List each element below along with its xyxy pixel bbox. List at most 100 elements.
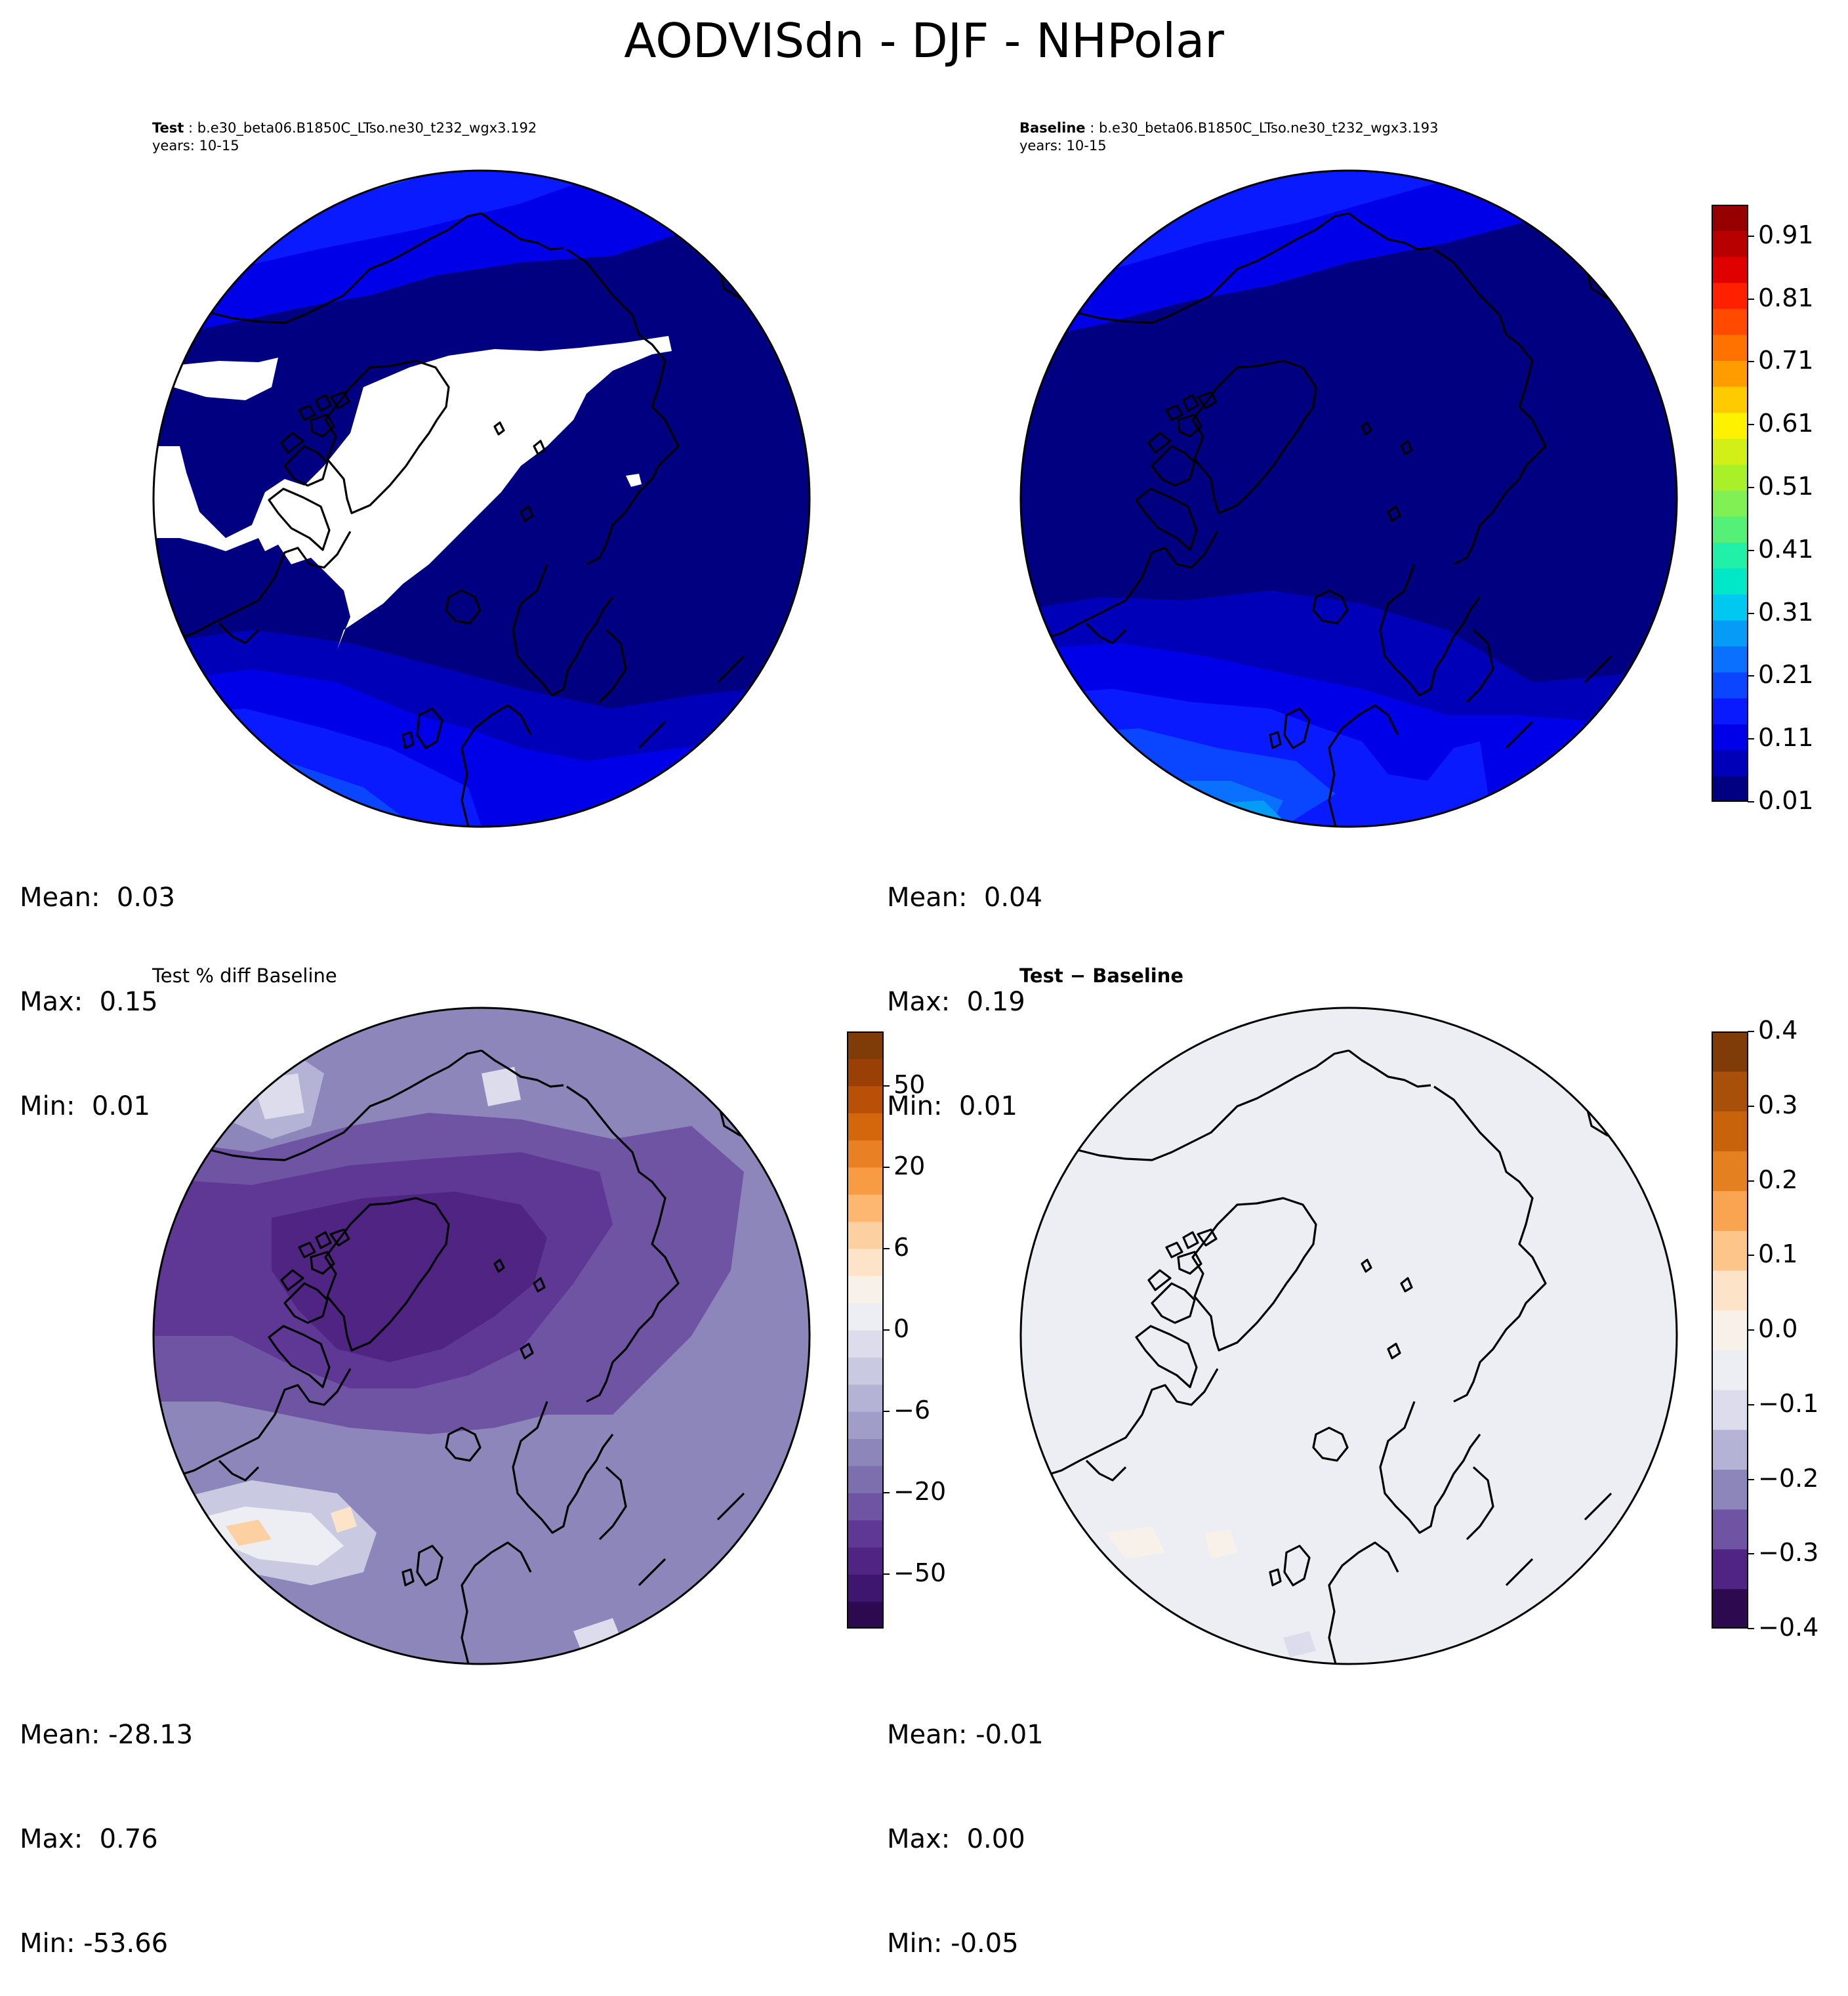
baseline-mean: Mean: 0.04 (887, 883, 1042, 913)
colorbar-tick-label: −0.2 (1758, 1463, 1819, 1493)
diff-mean: Mean: -0.01 (887, 1720, 1044, 1750)
colorbar-tick-label: 0.31 (1758, 597, 1814, 627)
colorbar-segment (1712, 412, 1748, 439)
colorbar-segment (1712, 1071, 1748, 1112)
diff-max: Max: 0.00 (887, 1824, 1025, 1854)
colorbar-tick-label: 0.71 (1758, 346, 1814, 375)
colorbar-segment (1712, 620, 1748, 647)
colorbar-tick-mark (1748, 487, 1754, 489)
test-mean: Mean: 0.03 (20, 883, 175, 913)
field-band (482, 1067, 521, 1106)
colorbar-segment (848, 1031, 883, 1059)
colorbar-segment (848, 1058, 883, 1087)
colorbar-segment (1712, 1509, 1748, 1550)
colorbar-segment (1712, 1151, 1748, 1192)
colorbar-segment (1712, 1230, 1748, 1271)
colorbar-segment (1712, 1190, 1748, 1231)
colorbar-tick-mark (1748, 1031, 1754, 1032)
colorbar-tick-mark (1748, 235, 1754, 237)
colorbar-tick-label: 0.2 (1758, 1165, 1798, 1194)
colorbar-tick-mark (883, 1573, 890, 1575)
colorbar-segment (1712, 1310, 1748, 1350)
colorbar-tick-label: −20 (893, 1477, 947, 1507)
colorbar-segment (848, 1520, 883, 1548)
colorbar-tick-mark (883, 1085, 890, 1087)
baseline-label: Baseline (1019, 120, 1086, 136)
missing-data-region (154, 358, 278, 400)
colorbar-segment (848, 1194, 883, 1222)
figure-title: AODVISdn - DJF - NHPolar (624, 13, 1224, 68)
colorbar-tick-label: 0.51 (1758, 472, 1814, 501)
colorbar-segment (848, 1248, 883, 1276)
colorbar-tick-label: 0.3 (1758, 1090, 1798, 1119)
colorbar-segment (1712, 205, 1748, 232)
colorbar-segment (1712, 282, 1748, 309)
map-boundary (1019, 1007, 1678, 1665)
colorbar-tick-mark (883, 1492, 890, 1494)
colorbar-tick-mark (1748, 1105, 1754, 1107)
colorbar-segment (848, 1276, 883, 1304)
colorbar-segment (1712, 1549, 1748, 1589)
colorbar-segment (1712, 542, 1748, 569)
baseline-years: years: 10-15 (1019, 138, 1107, 154)
colorbar-tick-mark (1748, 1478, 1754, 1480)
pctdiff-stats: Mean: -28.13 Max: 0.76 Min: -53.66 (20, 1648, 193, 1996)
colorbar-tick-label: −0.3 (1758, 1538, 1819, 1568)
field-band (1283, 1631, 1316, 1657)
colorbar-tick-label: 0.81 (1758, 283, 1814, 312)
colorbar-segment (1712, 1350, 1748, 1390)
colorbar-segment (1712, 1390, 1748, 1430)
colorbar-segment (1712, 464, 1748, 491)
baseline-panel-title: Baseline : b.e30_beta06.B1850C_LTso.ne30… (1019, 119, 1438, 155)
colorbar-segment (848, 1330, 883, 1358)
pctdiff-min: Min: -53.66 (20, 1928, 169, 1959)
colorbar-tick-label: 0.1 (1758, 1239, 1798, 1269)
colorbar-segment (1712, 386, 1748, 413)
field-band (272, 1192, 547, 1362)
colorbar-segment (1712, 516, 1748, 543)
missing-data-region (154, 336, 672, 650)
diff-stats: Mean: -0.01 Max: 0.00 Min: -0.05 (887, 1648, 1044, 1996)
test-map (152, 169, 811, 828)
colorbar-segment (1712, 308, 1748, 335)
baseline-case-name: : b.e30_beta06.B1850C_LTso.ne30_t232_wgx… (1085, 120, 1439, 136)
colorbar-tick-mark (883, 1166, 890, 1168)
baseline-max: Max: 0.19 (887, 987, 1025, 1017)
colorbar-segment (1712, 594, 1748, 621)
colorbar-tick-label: 6 (893, 1232, 910, 1262)
colorbar-tick-mark (1748, 1403, 1754, 1405)
main-colorbar (1712, 205, 1748, 802)
colorbar-tick-mark (1748, 1180, 1754, 1182)
baseline-map (1019, 169, 1678, 828)
field-band (226, 1520, 272, 1546)
colorbar-segment (1712, 490, 1748, 517)
colorbar-segment (1712, 1429, 1748, 1470)
colorbar-tick-label: 0.4 (1758, 1016, 1798, 1045)
colorbar-segment (848, 1302, 883, 1331)
colorbar-segment (1712, 1469, 1748, 1510)
colorbar-tick-label: 0.0 (1758, 1314, 1798, 1343)
colorbar-tick-mark (1748, 298, 1754, 300)
colorbar-tick-mark (883, 1247, 890, 1249)
colorbar-segment (848, 1601, 883, 1629)
colorbar-tick-mark (1748, 1628, 1754, 1629)
test-stats: Mean: 0.03 Max: 0.15 Min: 0.01 (20, 811, 175, 1159)
colorbar-tick-label: 0.21 (1758, 660, 1814, 690)
colorbar-frame (1712, 205, 1748, 802)
colorbar-tick-label: 0.11 (1758, 723, 1814, 753)
colorbar-tick-mark (883, 1329, 890, 1331)
colorbar-segment (1712, 749, 1748, 777)
colorbar-tick-mark (883, 1411, 890, 1413)
colorbar-segment (848, 1465, 883, 1493)
colorbar-segment (848, 1357, 883, 1385)
colorbar-segment (848, 1221, 883, 1249)
pctdiff-panel-title: Test % diff Baseline (152, 965, 337, 987)
colorbar-segment (1712, 438, 1748, 465)
colorbar-tick-label: −50 (893, 1558, 947, 1588)
map-boundary (152, 1007, 811, 1665)
field-band (1106, 1526, 1165, 1559)
colorbar-segment (1712, 568, 1748, 595)
colorbar-tick-mark (1748, 612, 1754, 614)
colorbar-tick-label: −6 (893, 1396, 931, 1425)
test-max: Max: 0.15 (20, 987, 158, 1017)
